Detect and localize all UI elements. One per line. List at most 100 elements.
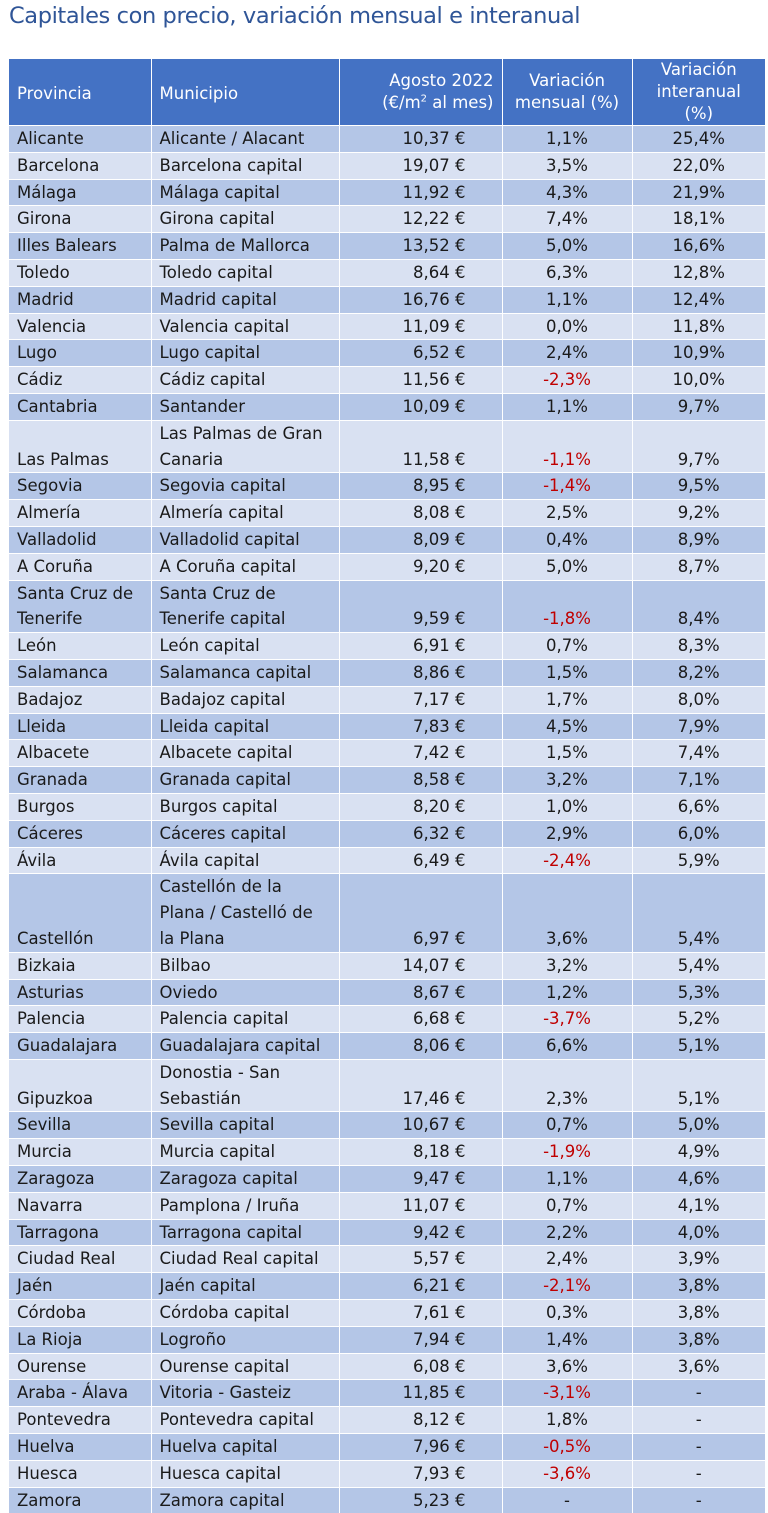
cell-variacion-mensual: -1,9% [502,1139,632,1166]
cell-precio: 17,46 € [339,1059,502,1112]
cell-municipio: Ourense capital [151,1353,339,1380]
cell-variacion-mensual: 1,5% [502,659,632,686]
cell-provincia: Córdoba [9,1300,151,1327]
cell-precio: 10,09 € [339,393,502,420]
header-mensual: Variación mensual (%) [502,59,632,126]
cell-variacion-mensual: - [502,1487,632,1513]
cell-provincia: Palencia [9,1006,151,1033]
cell-variacion-mensual: 7,4% [502,206,632,233]
cell-variacion-interanual: 11,8% [632,313,765,340]
cell-provincia: Castellón [9,874,151,952]
cell-variacion-mensual: 1,0% [502,793,632,820]
cell-municipio: Zamora capital [151,1487,339,1513]
cell-provincia: Segovia [9,473,151,500]
cell-municipio: Huelva capital [151,1434,339,1461]
cell-precio: 8,12 € [339,1407,502,1434]
cell-municipio: Lugo capital [151,340,339,367]
cell-variacion-mensual: 3,2% [502,952,632,979]
cell-precio: 12,22 € [339,206,502,233]
cell-variacion-mensual: 2,4% [502,1246,632,1273]
cell-municipio: Huesca capital [151,1460,339,1487]
cell-precio: 6,68 € [339,1006,502,1033]
cell-variacion-interanual: 5,2% [632,1006,765,1033]
cell-precio: 6,32 € [339,820,502,847]
cell-provincia: Araba - Álava [9,1380,151,1407]
cell-municipio: Murcia capital [151,1139,339,1166]
cell-precio: 11,07 € [339,1192,502,1219]
cell-variacion-mensual: 1,4% [502,1326,632,1353]
cell-municipio: Pamplona / Iruña [151,1192,339,1219]
cell-provincia: Santa Cruz de Tenerife [9,580,151,633]
cell-provincia: Pontevedra [9,1407,151,1434]
cell-municipio: Cáceres capital [151,820,339,847]
cell-variacion-mensual: -2,1% [502,1273,632,1300]
cell-variacion-interanual: 6,0% [632,820,765,847]
cell-variacion-interanual: 8,3% [632,633,765,660]
cell-precio: 6,08 € [339,1353,502,1380]
cell-precio: 19,07 € [339,152,502,179]
cell-municipio: Ávila capital [151,847,339,874]
cell-provincia: Huelva [9,1434,151,1461]
header-municipio: Municipio [151,59,339,126]
cell-variacion-interanual: 4,0% [632,1219,765,1246]
cell-provincia: Madrid [9,286,151,313]
cell-precio: 8,20 € [339,793,502,820]
cell-variacion-interanual: 7,9% [632,713,765,740]
cell-municipio: Pontevedra capital [151,1407,339,1434]
cell-variacion-interanual: 3,9% [632,1246,765,1273]
cell-variacion-interanual: 5,1% [632,1033,765,1060]
cell-municipio: Bilbao [151,952,339,979]
cell-provincia: Guadalajara [9,1033,151,1060]
cell-precio: 11,92 € [339,179,502,206]
cell-precio: 7,61 € [339,1300,502,1327]
cell-variacion-interanual: 7,4% [632,740,765,767]
cell-provincia: Granada [9,767,151,794]
cell-variacion-interanual: 18,1% [632,206,765,233]
cell-provincia: Huesca [9,1460,151,1487]
cell-municipio: Sevilla capital [151,1112,339,1139]
cell-municipio: Palma de Mallorca [151,233,339,260]
cell-variacion-mensual: 0,7% [502,633,632,660]
cell-precio: 8,64 € [339,259,502,286]
header-precio-line2: (€/m2 al mes) [348,92,494,114]
cell-municipio: Vitoria - Gasteiz [151,1380,339,1407]
cell-provincia: Cantabria [9,393,151,420]
cell-variacion-interanual: 3,8% [632,1300,765,1327]
cell-variacion-mensual: 0,7% [502,1192,632,1219]
cell-variacion-interanual: 9,7% [632,393,765,420]
cell-variacion-interanual: 3,8% [632,1273,765,1300]
cell-precio: 7,96 € [339,1434,502,1461]
cell-municipio: Ciudad Real capital [151,1246,339,1273]
cell-variacion-interanual: 4,1% [632,1192,765,1219]
cell-precio: 7,83 € [339,713,502,740]
cell-municipio: Barcelona capital [151,152,339,179]
cell-variacion-mensual: 4,3% [502,179,632,206]
cell-municipio: Guadalajara capital [151,1033,339,1060]
cell-municipio: Logroño [151,1326,339,1353]
header-precio-line1: Agosto 2022 [348,70,494,92]
cell-variacion-interanual: 12,8% [632,259,765,286]
cell-variacion-interanual: 4,9% [632,1139,765,1166]
cell-variacion-interanual: - [632,1380,765,1407]
cell-provincia: Zaragoza [9,1166,151,1193]
cell-variacion-mensual: 3,5% [502,152,632,179]
cell-provincia: Lugo [9,340,151,367]
cell-precio: 8,86 € [339,659,502,686]
cell-variacion-mensual: 1,1% [502,1166,632,1193]
cell-precio: 7,17 € [339,686,502,713]
